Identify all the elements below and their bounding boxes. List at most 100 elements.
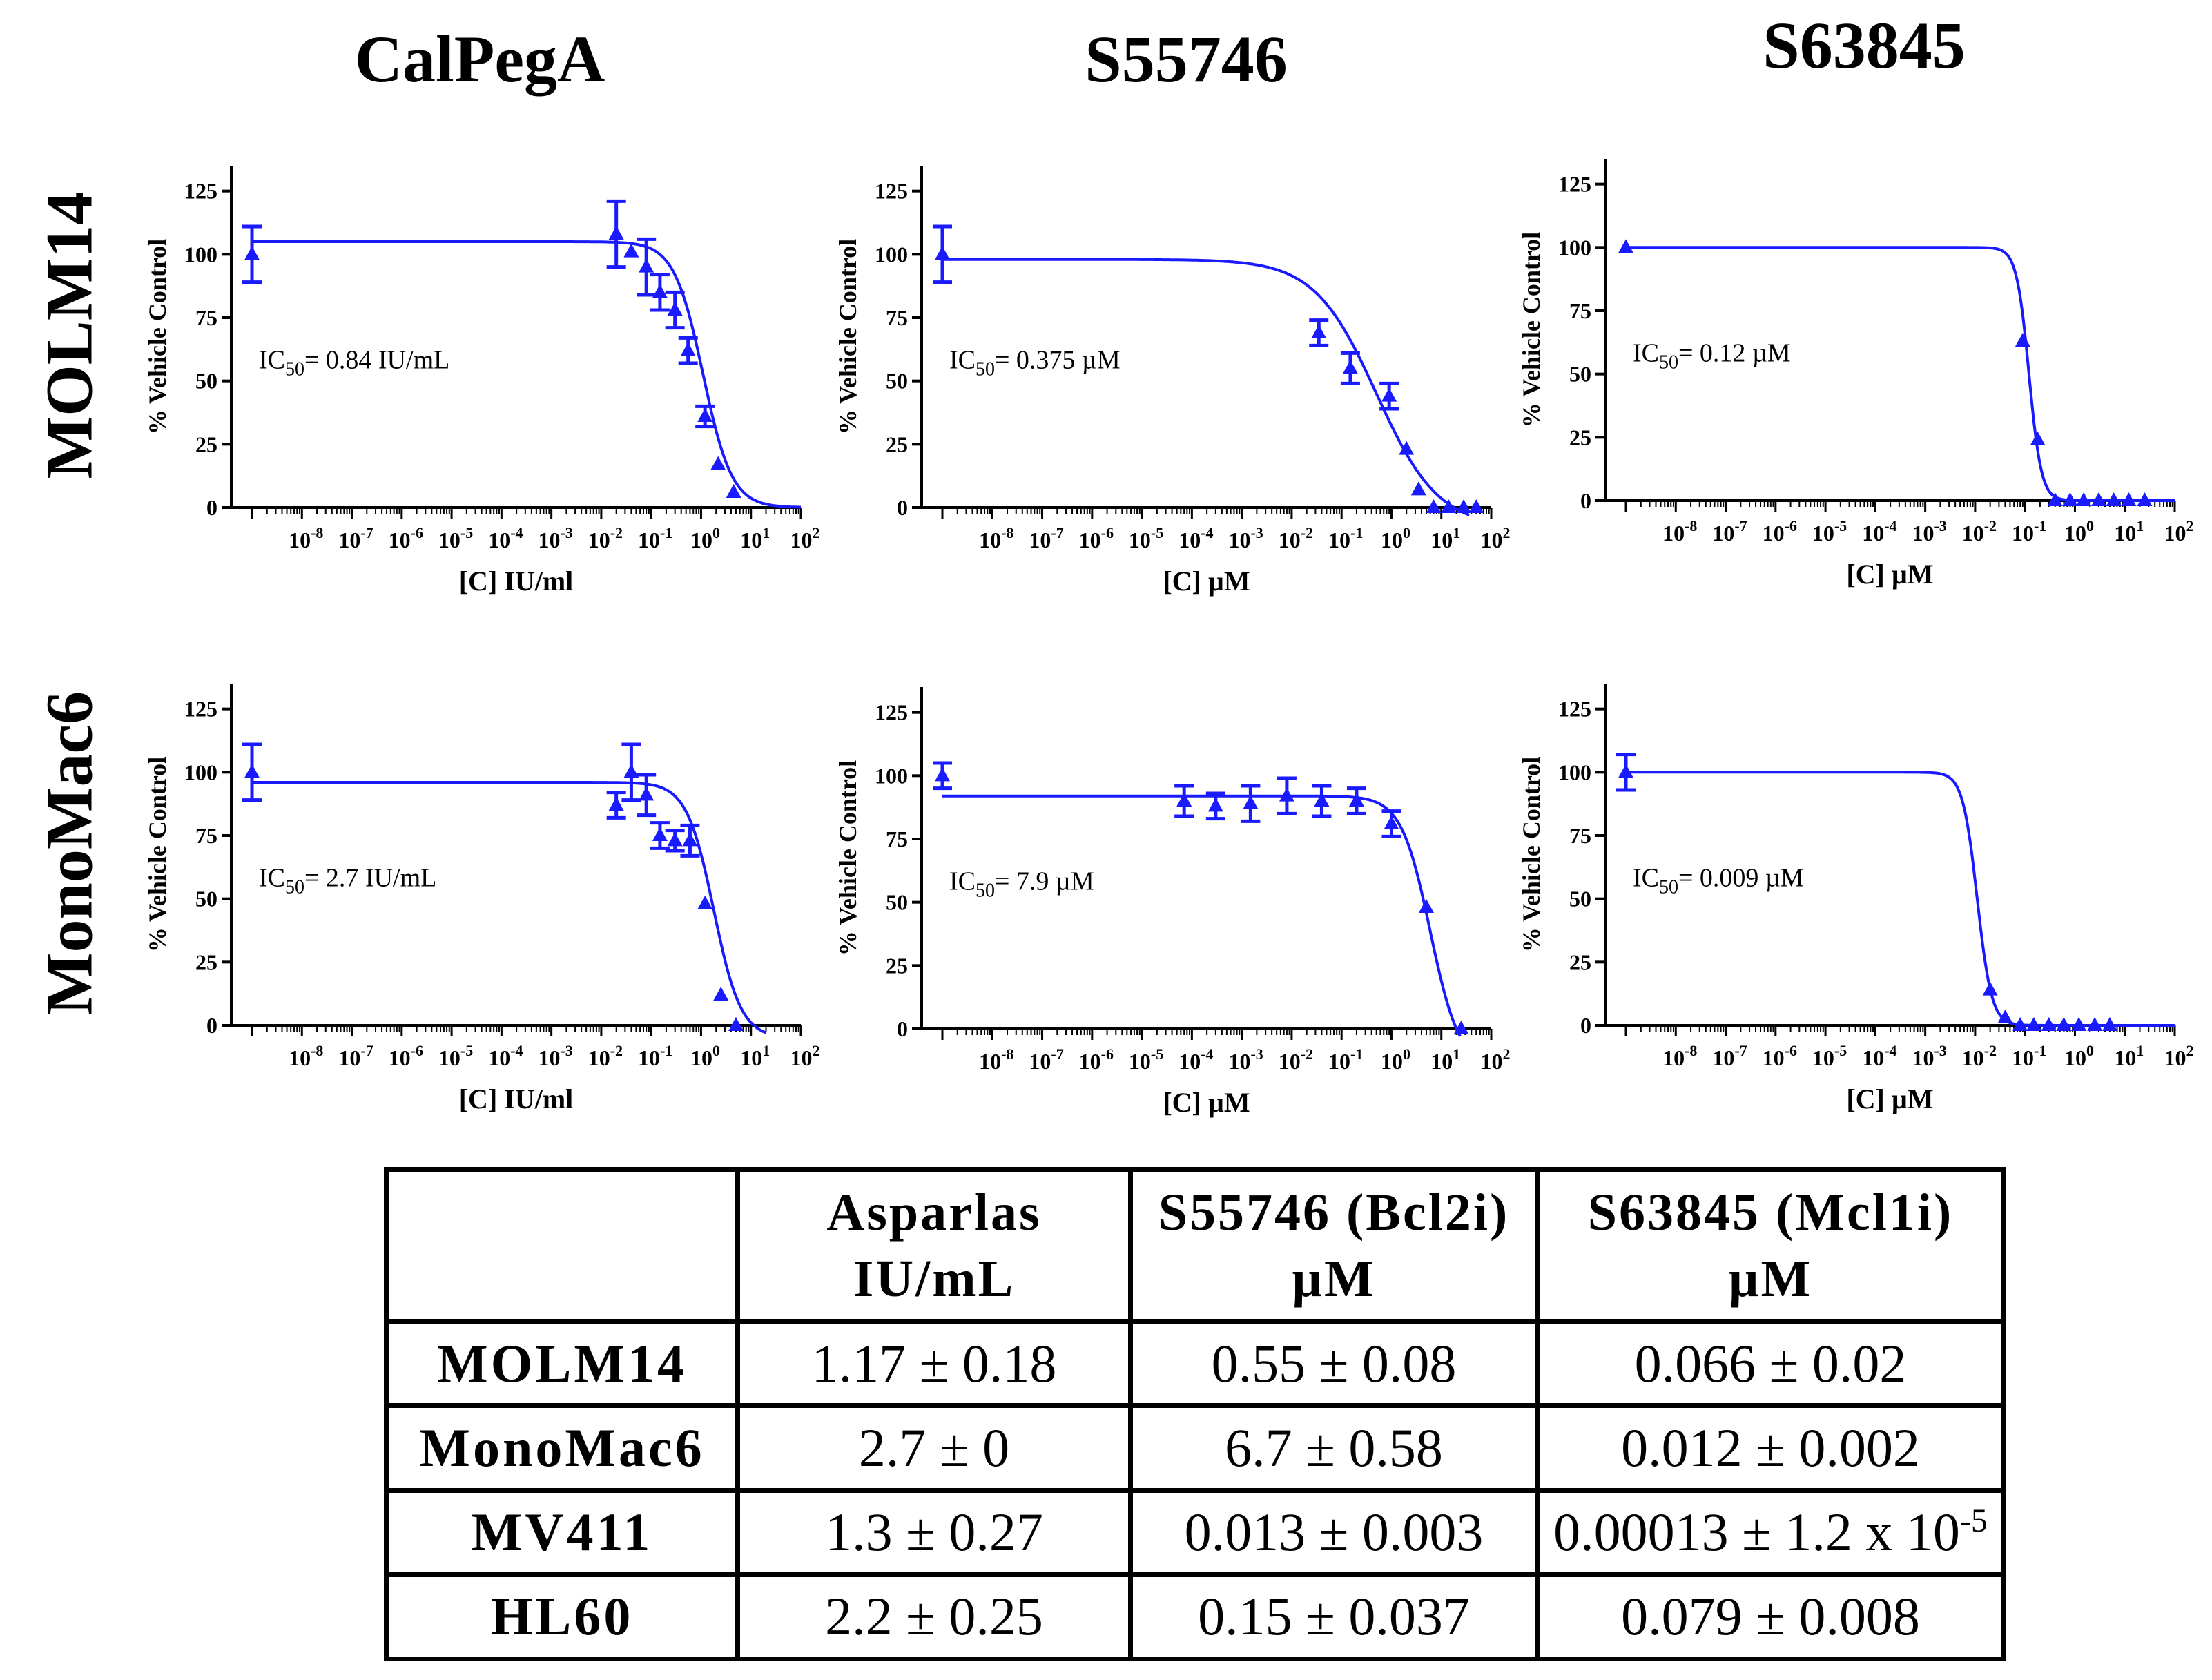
data-point xyxy=(935,767,950,782)
x-tick-label: 10-3 xyxy=(1912,1042,1946,1070)
x-axis-label: [C] µM xyxy=(1163,566,1250,597)
x-tick-label: 10-6 xyxy=(389,524,423,552)
y-tick-label: 75 xyxy=(195,823,217,848)
y-tick-label: 75 xyxy=(886,827,908,851)
y-tick-label: 25 xyxy=(195,949,217,974)
data-point xyxy=(1418,899,1434,913)
chart-molm14-s63845: 0 25 50 75 100 125 10-8 10-7 10-6 10-5 10-4 10-3 10-… xyxy=(1498,131,2194,615)
chart-monomac6-s55746: 0 25 50 75 100 125 10-8 10-7 10-6 10-5 10-4 10-3 10-… xyxy=(815,659,1511,1143)
x-tick-label: 10-4 xyxy=(1862,1042,1896,1070)
ic50-summary-table: Asparlas IU/mL S55746 (Bcl2i) µM S63845 … xyxy=(384,1167,2006,1662)
y-tick-label: 50 xyxy=(1569,362,1591,387)
cell-asparlas: 2.2 ± 0.25 xyxy=(735,1572,1133,1662)
x-tick-label: 100 xyxy=(1381,524,1410,552)
x-tick-label: 101 xyxy=(740,524,770,552)
x-tick-label: 10-4 xyxy=(1178,1045,1213,1074)
fit-curve xyxy=(1626,246,2175,502)
data-point xyxy=(2030,432,2046,445)
y-axis-label: % Vehicle Control xyxy=(1517,232,1545,427)
data-point xyxy=(2137,492,2153,506)
header-line2: µM xyxy=(1728,1249,1813,1308)
row-label: MonoMac6 xyxy=(384,1403,740,1493)
x-tick-label: 10-1 xyxy=(1328,1045,1363,1074)
data-point xyxy=(2121,492,2137,506)
row-title-monomac6: MonoMac6 xyxy=(32,691,106,1016)
data-point xyxy=(623,764,639,778)
chart-svg: 0 25 50 75 100 125 10-8 10-7 10-6 10-5 10-4 10-3 10-… xyxy=(834,166,1511,597)
y-tick-label: 75 xyxy=(195,305,217,330)
x-tick-label: 10-1 xyxy=(638,1042,672,1070)
chart-svg: 0 25 50 75 100 125 10-8 10-7 10-6 10-5 10-4 10-3 10-… xyxy=(1517,684,2194,1114)
y-tick-label: 125 xyxy=(875,179,908,204)
data-point xyxy=(2076,492,2092,506)
cell-asparlas: 1.3 ± 0.27 xyxy=(735,1487,1133,1577)
data-point xyxy=(667,302,683,316)
data-point xyxy=(2102,1017,2117,1031)
x-tick-label: 10-7 xyxy=(1712,517,1747,545)
row-label: MV411 xyxy=(384,1487,740,1577)
y-tick-label: 50 xyxy=(195,369,217,394)
data-point xyxy=(726,484,741,498)
chart-svg: 0 25 50 75 100 125 10-8 10-7 10-6 10-5 10-4 10-3 10-… xyxy=(1517,159,2194,590)
y-tick-label: 125 xyxy=(1558,697,1591,722)
x-axis-label: [C] IU/ml xyxy=(459,1083,574,1114)
y-tick-label: 100 xyxy=(1558,235,1591,260)
table-header-s63845: S63845 (Mcl1i) µM xyxy=(1535,1167,2006,1324)
data-point xyxy=(1342,360,1358,374)
x-tick-label: 10-5 xyxy=(1129,1045,1163,1074)
cell-s55746: 0.55 ± 0.08 xyxy=(1128,1318,1540,1409)
x-tick-label: 10-4 xyxy=(488,524,523,552)
cell-s55746: 0.013 ± 0.003 xyxy=(1128,1487,1540,1577)
x-tick-label: 102 xyxy=(2164,517,2194,545)
x-tick-label: 101 xyxy=(740,1042,770,1070)
row-label: MOLM14 xyxy=(384,1318,740,1409)
x-axis-label: [C] µM xyxy=(1846,559,1933,590)
row-label: HL60 xyxy=(384,1572,740,1662)
header-line2: IU/mL xyxy=(853,1249,1016,1308)
chart-molm14-calpega: 0 25 50 75 100 125 10-8 10-7 10-6 10-5 10-4 10-3 10-… xyxy=(124,138,820,621)
ic50-annotation: IC50= 7.9 µM xyxy=(949,867,1094,901)
y-tick-label: 100 xyxy=(184,242,217,267)
data-point xyxy=(2047,492,2063,506)
y-tick-label: 25 xyxy=(1569,425,1591,450)
x-tick-label: 10-3 xyxy=(1912,517,1946,545)
y-tick-label: 125 xyxy=(184,697,217,722)
fit-curve xyxy=(252,781,767,1034)
y-axis-label: % Vehicle Control xyxy=(144,757,171,952)
y-tick-label: 100 xyxy=(875,242,908,267)
data-point xyxy=(1207,798,1223,812)
data-point xyxy=(2062,492,2078,506)
x-tick-label: 10-5 xyxy=(438,524,473,552)
y-axis-label: % Vehicle Control xyxy=(144,239,171,434)
data-point xyxy=(1982,981,1998,996)
data-point xyxy=(1618,239,1633,253)
chart-svg: 0 25 50 75 100 125 10-8 10-7 10-6 10-5 10-4 10-3 10-… xyxy=(144,684,820,1114)
data-point xyxy=(682,832,698,847)
chart-molm14-s55746: 0 25 50 75 100 125 10-8 10-7 10-6 10-5 10-4 10-3 10-… xyxy=(815,138,1511,621)
header-line1: S63845 (Mcl1i) xyxy=(1587,1183,1954,1242)
data-point xyxy=(2015,333,2030,347)
x-tick-label: 10-5 xyxy=(1129,524,1163,552)
data-point xyxy=(1410,481,1426,496)
x-tick-label: 10-5 xyxy=(1812,1042,1847,1070)
chart-svg: 0 25 50 75 100 125 10-8 10-7 10-6 10-5 10-4 10-3 10-… xyxy=(834,687,1511,1118)
data-point xyxy=(2056,1017,2072,1031)
data-point xyxy=(1381,387,1397,402)
data-point xyxy=(244,246,260,260)
x-tick-label: 10-4 xyxy=(488,1042,523,1070)
x-tick-label: 10-1 xyxy=(638,524,672,552)
cell-exponent: -5 xyxy=(1959,1503,1988,1540)
x-axis-label: [C] IU/ml xyxy=(459,566,574,597)
x-tick-label: 101 xyxy=(1430,524,1460,552)
x-tick-label: 100 xyxy=(1381,1045,1410,1074)
x-tick-label: 10-8 xyxy=(979,524,1013,552)
y-tick-label: 0 xyxy=(897,495,908,520)
x-axis-label: [C] µM xyxy=(1846,1083,1933,1114)
data-point xyxy=(728,1017,744,1031)
x-tick-label: 10-2 xyxy=(1279,524,1313,552)
x-tick-label: 10-3 xyxy=(1228,524,1263,552)
ic50-annotation: IC50= 2.7 IU/mL xyxy=(259,863,436,898)
table-header-row: Asparlas IU/mL S55746 (Bcl2i) µM S63845 … xyxy=(384,1167,2006,1324)
y-tick-label: 125 xyxy=(875,700,908,725)
x-tick-label: 10-6 xyxy=(1763,1042,1797,1070)
